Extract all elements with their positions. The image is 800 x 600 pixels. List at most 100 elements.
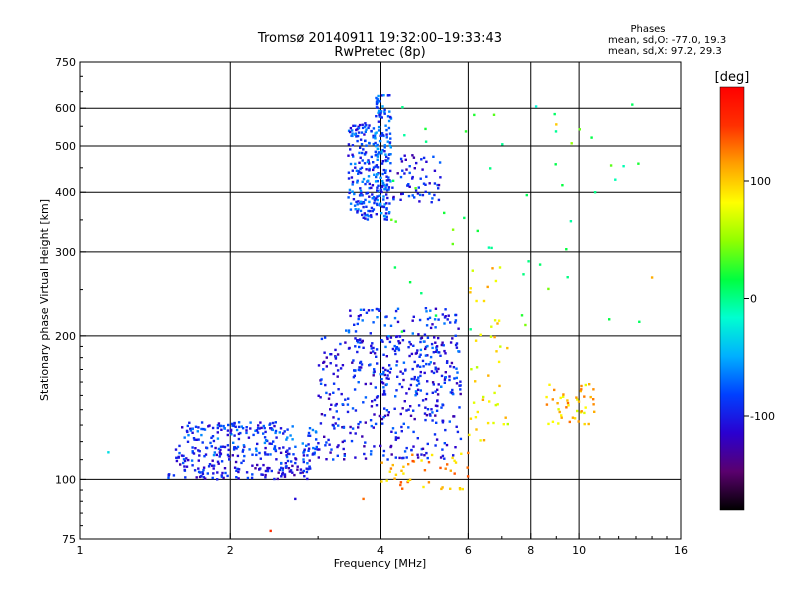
data-point (383, 218, 386, 221)
data-point (288, 470, 291, 473)
data-point (359, 308, 363, 311)
data-point (357, 200, 360, 203)
data-point (432, 351, 435, 354)
data-point (303, 448, 306, 451)
data-point (366, 218, 370, 221)
data-point (356, 322, 359, 326)
data-point (363, 133, 366, 136)
data-point (286, 436, 289, 439)
data-point (378, 414, 382, 418)
data-point (219, 445, 223, 448)
data-point (354, 208, 357, 211)
data-point (361, 180, 364, 183)
data-point (337, 417, 340, 421)
data-point (303, 475, 306, 478)
data-point (403, 400, 406, 403)
data-point (365, 168, 368, 171)
data-point (402, 472, 405, 475)
data-point (381, 179, 384, 183)
data-point (175, 456, 178, 459)
data-point (198, 450, 201, 453)
data-point (224, 471, 227, 475)
data-point (351, 132, 354, 135)
data-point (412, 315, 415, 318)
data-point (360, 366, 363, 369)
data-point (372, 142, 375, 146)
data-point (195, 438, 198, 441)
data-point (384, 159, 387, 162)
data-point (424, 354, 428, 357)
data-point (387, 411, 390, 414)
data-point (413, 375, 416, 379)
data-point (360, 341, 364, 344)
data-point (389, 146, 392, 149)
data-point (406, 184, 409, 187)
data-point (395, 389, 398, 392)
data-point (367, 209, 370, 213)
data-point (348, 191, 351, 195)
x-tick-label: 6 (465, 544, 472, 557)
data-point (583, 395, 586, 398)
data-point (381, 422, 384, 425)
data-point (377, 120, 381, 123)
data-point (498, 384, 501, 388)
data-point (429, 326, 433, 330)
data-point (318, 448, 321, 451)
data-point (369, 453, 373, 456)
data-point (393, 477, 396, 480)
data-point (264, 473, 267, 477)
data-point (183, 436, 186, 439)
data-point (354, 124, 357, 127)
data-point (403, 154, 406, 157)
data-point (468, 433, 471, 437)
data-point (385, 179, 389, 182)
data-point (330, 403, 333, 406)
data-point (349, 162, 353, 166)
data-point (384, 187, 387, 191)
data-point (364, 130, 367, 133)
data-point (444, 467, 447, 470)
data-point (353, 323, 356, 326)
data-point (426, 336, 430, 339)
data-point (416, 388, 420, 391)
data-point (376, 147, 379, 151)
data-point (392, 195, 395, 199)
data-point (226, 433, 229, 437)
data-point (413, 167, 416, 170)
data-point (357, 317, 360, 321)
data-point (227, 448, 230, 452)
data-point (576, 398, 579, 401)
data-point (445, 443, 449, 447)
data-point (237, 425, 241, 429)
data-point (377, 184, 380, 187)
data-point (421, 399, 425, 402)
data-point (393, 266, 397, 269)
data-point (284, 462, 287, 465)
data-point (327, 397, 331, 400)
data-point (380, 152, 383, 155)
data-point (323, 435, 326, 438)
data-point (375, 404, 379, 407)
data-point (361, 126, 365, 130)
data-point (220, 460, 224, 463)
data-point (355, 128, 358, 132)
data-point (382, 205, 386, 209)
data-point (291, 438, 294, 441)
data-point (372, 208, 376, 211)
data-point (213, 451, 216, 454)
data-point (341, 426, 344, 429)
data-point (387, 377, 390, 380)
data-point (234, 460, 238, 464)
data-point (352, 155, 355, 158)
data-point (202, 427, 205, 431)
data-point (397, 340, 400, 343)
data-point (391, 186, 394, 189)
data-point (385, 183, 389, 186)
data-point (286, 428, 289, 431)
data-point (565, 406, 568, 409)
data-point (357, 131, 361, 134)
data-point (344, 341, 347, 344)
data-point (380, 417, 384, 421)
data-point (388, 371, 392, 374)
data-point (479, 333, 482, 336)
